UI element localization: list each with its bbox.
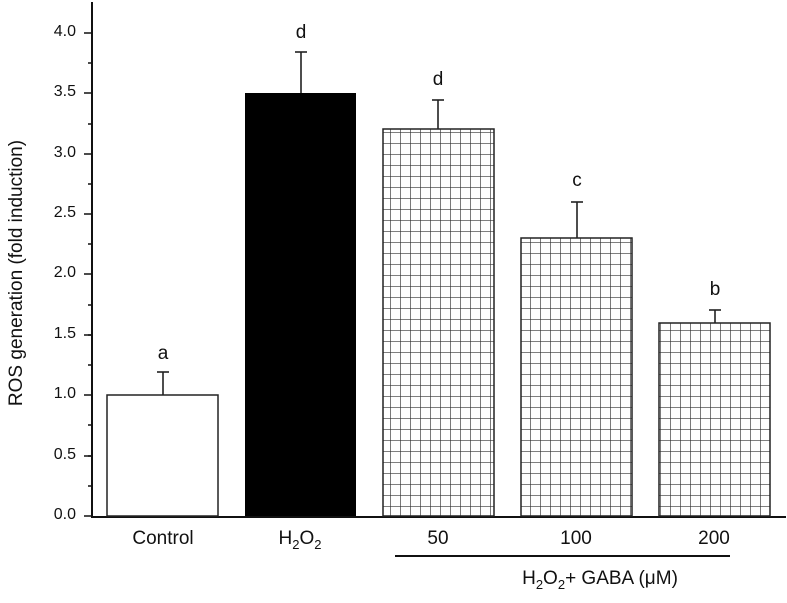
x-tick-label: 200 [698,528,730,549]
x-tick-label: 50 [427,528,449,549]
sig-letter: c [572,170,582,191]
y-tick-label: 4.0 [53,23,76,40]
y-tick-label: 3.0 [53,144,76,161]
y-tick-label: 1.5 [53,325,76,342]
sig-letter: d [432,69,444,90]
sig-letter: b [709,279,721,300]
sig-letter: a [157,343,169,364]
y-tick-label: 0.5 [53,446,76,463]
y-tick-label: 2.5 [53,204,76,221]
x-tick-label: 100 [560,528,592,549]
y-ticks [84,32,92,517]
x-tick-label: Control [132,528,194,549]
bar-h2o2 [245,93,356,516]
y-tick-label: 2.0 [53,264,76,281]
bar-gaba-50 [382,128,495,517]
sig-letter: d [295,22,307,43]
bar-control [106,394,219,517]
group-label: H2O2+ GABA (μM) [522,568,678,592]
y-tick-label: 3.5 [53,83,76,100]
bar-gaba-200 [658,322,771,517]
y-tick-label: 1.0 [53,385,76,402]
x-tick-label-h2o2: H2O2 [278,528,322,552]
bar-gaba-100 [520,237,633,517]
error-bars [157,51,721,395]
y-tick-label: 0.0 [53,506,76,523]
